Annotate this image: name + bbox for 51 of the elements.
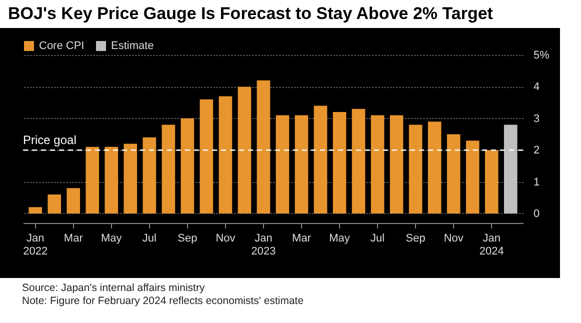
bar	[238, 86, 252, 214]
bar	[142, 137, 156, 214]
bar	[370, 115, 384, 214]
x-tick-label: Jan 2022	[23, 232, 48, 258]
x-tick-label: Mar	[292, 232, 312, 244]
legend-label: Estimate	[111, 40, 154, 52]
bar	[124, 144, 138, 214]
x-tick-label: Jan 2023	[251, 232, 276, 258]
bar	[332, 112, 346, 214]
y-tick-label: 0	[534, 208, 540, 220]
bar	[276, 115, 290, 214]
bar	[314, 106, 328, 214]
y-tick-label: 1	[534, 176, 540, 188]
x-tick-label: Nov	[444, 232, 464, 244]
bar	[162, 124, 176, 214]
bar	[66, 188, 80, 214]
x-tick-label: Sep	[406, 232, 426, 244]
bar	[466, 140, 480, 214]
bar	[200, 99, 214, 214]
x-tick-label: Nov	[216, 232, 236, 244]
bar	[256, 80, 270, 214]
bar	[86, 146, 100, 214]
x-tick-label: May	[101, 232, 122, 244]
y-tick-label: 2	[534, 144, 540, 157]
bar	[28, 207, 42, 214]
bar	[504, 124, 518, 214]
bar	[180, 118, 194, 214]
bar	[104, 146, 118, 214]
x-tick-label: Jul	[370, 232, 385, 244]
legend-label: Core CPI	[39, 40, 84, 52]
y-tick-label: 4	[534, 81, 540, 94]
bar	[352, 108, 366, 214]
bar	[484, 150, 498, 214]
bar	[408, 124, 422, 214]
text: Note: Figure for February 2024 reflects economists' estimate	[22, 295, 305, 308]
x-tick-label: Mar	[64, 232, 84, 244]
bar	[48, 194, 62, 214]
x-tick-label: Jan 2024	[479, 232, 504, 258]
bar	[218, 96, 232, 214]
source-note: Source: Japan's internal affairs ministry	[22, 282, 206, 295]
x-tick-label: Jul	[142, 232, 156, 244]
y-tick-label: 5%	[534, 50, 550, 62]
bar	[446, 134, 460, 214]
x-tick-label: Sep	[178, 232, 198, 244]
y-tick-label: 3	[534, 112, 540, 125]
ref-line-label: Price goal	[23, 133, 76, 148]
x-tick-label: May	[329, 232, 350, 244]
bar	[390, 115, 404, 214]
bar	[294, 115, 308, 214]
bar	[428, 122, 442, 214]
chart-title: BOJ's Key Price Gauge Is Forecast to Stay Above 2% Target	[7, 3, 494, 25]
